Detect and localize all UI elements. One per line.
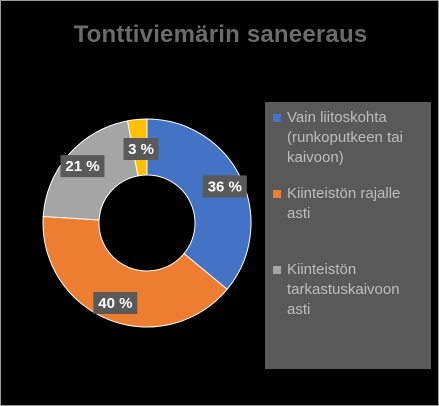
data-label-box-3: [60, 155, 105, 178]
legend-swatch-2: [273, 190, 281, 198]
data-label-4: 3 %: [128, 141, 154, 158]
legend-label-2: Kiinteistön rajalle asti: [287, 185, 401, 222]
slice-kiinteiston-rajalle: [42, 215, 228, 328]
data-label-1: 36 %: [208, 178, 242, 195]
data-label-2: 40 %: [98, 295, 132, 312]
slice-vain-liitoskohta: [146, 118, 252, 290]
legend-item-2: Kiinteistön rajalle asti: [273, 184, 425, 224]
data-label-box-4: [123, 138, 159, 160]
legend-swatch-1: [273, 114, 281, 122]
chart-title: Tonttiviemärin saneeraus: [73, 21, 368, 48]
data-label-3: 21 %: [65, 158, 99, 175]
legend-label-1: Vain liitoskohta (runkoputkeen tai kaivo…: [287, 109, 403, 166]
data-label-box-2: [93, 291, 138, 314]
data-label-box-1: [202, 175, 247, 198]
legend-item-1: Vain liitoskohta (runkoputkeen tai kaivo…: [273, 108, 425, 168]
legend-item-3: Kiinteistön tarkastuskaivoon asti: [273, 260, 425, 320]
legend-label-3: Kiinteistön tarkastuskaivoon asti: [287, 261, 400, 318]
legend: Vain liitoskohta (runkoputkeen tai kaivo…: [265, 102, 431, 369]
legend-swatch-3: [273, 266, 281, 274]
